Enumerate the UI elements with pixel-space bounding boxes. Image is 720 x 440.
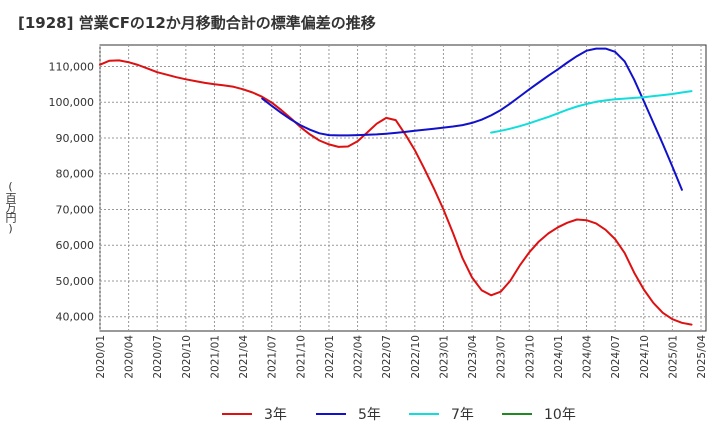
- x-tick-label: 2024/10: [639, 335, 651, 379]
- x-tick-label: 2023/07: [496, 335, 508, 379]
- x-tick-label: 2020/01: [95, 335, 107, 379]
- legend-label: 5年: [358, 407, 381, 423]
- y-tick-label: 110,000: [49, 60, 95, 73]
- y-tick-label: 80,000: [56, 168, 95, 181]
- x-tick-label: 2021/07: [267, 335, 279, 379]
- legend-label: 7年: [451, 407, 474, 423]
- x-tick-label: 2021/01: [209, 335, 221, 379]
- series-line: [261, 47, 683, 191]
- y-tick-label: 40,000: [56, 311, 95, 324]
- x-tick-label: 2023/01: [438, 335, 450, 379]
- y-tick-label: 50,000: [56, 275, 95, 288]
- legend-label: 3年: [264, 407, 287, 423]
- series-line: [99, 59, 693, 326]
- x-tick-label: 2022/01: [324, 335, 336, 379]
- x-tick-label: 2020/07: [152, 335, 164, 379]
- x-tick-label: 2020/10: [181, 335, 193, 379]
- x-tick-label: 2021/10: [295, 335, 307, 379]
- x-tick-label: 2025/01: [667, 335, 679, 379]
- x-tick-label: 2022/07: [381, 335, 393, 379]
- x-tick-label: 2023/04: [467, 335, 479, 379]
- x-tick-label: 2024/07: [610, 335, 622, 379]
- y-tick-label: 60,000: [56, 239, 95, 252]
- y-tick-label: 90,000: [56, 132, 95, 145]
- x-tick-label: 2021/04: [238, 335, 250, 379]
- plot-area: [99, 44, 707, 332]
- x-tick-label: 2022/04: [353, 335, 365, 379]
- x-tick-label: 2022/10: [410, 335, 422, 379]
- y-axis-unit-label: (百万円): [4, 180, 17, 234]
- y-tick-label: 100,000: [49, 96, 95, 109]
- x-tick-label: 2024/04: [582, 335, 594, 379]
- legend-label: 10年: [544, 407, 576, 423]
- y-tick-label: 70,000: [56, 203, 95, 216]
- x-tick-label: 2024/01: [553, 335, 565, 379]
- chart-title: [1928] 営業CFの12か月移動合計の標準偏差の推移: [18, 14, 376, 32]
- x-tick-label: 2025/04: [696, 335, 708, 379]
- x-tick-label: 2023/10: [524, 335, 536, 379]
- x-tick-label: 2020/04: [124, 335, 136, 379]
- series-line: [490, 90, 693, 134]
